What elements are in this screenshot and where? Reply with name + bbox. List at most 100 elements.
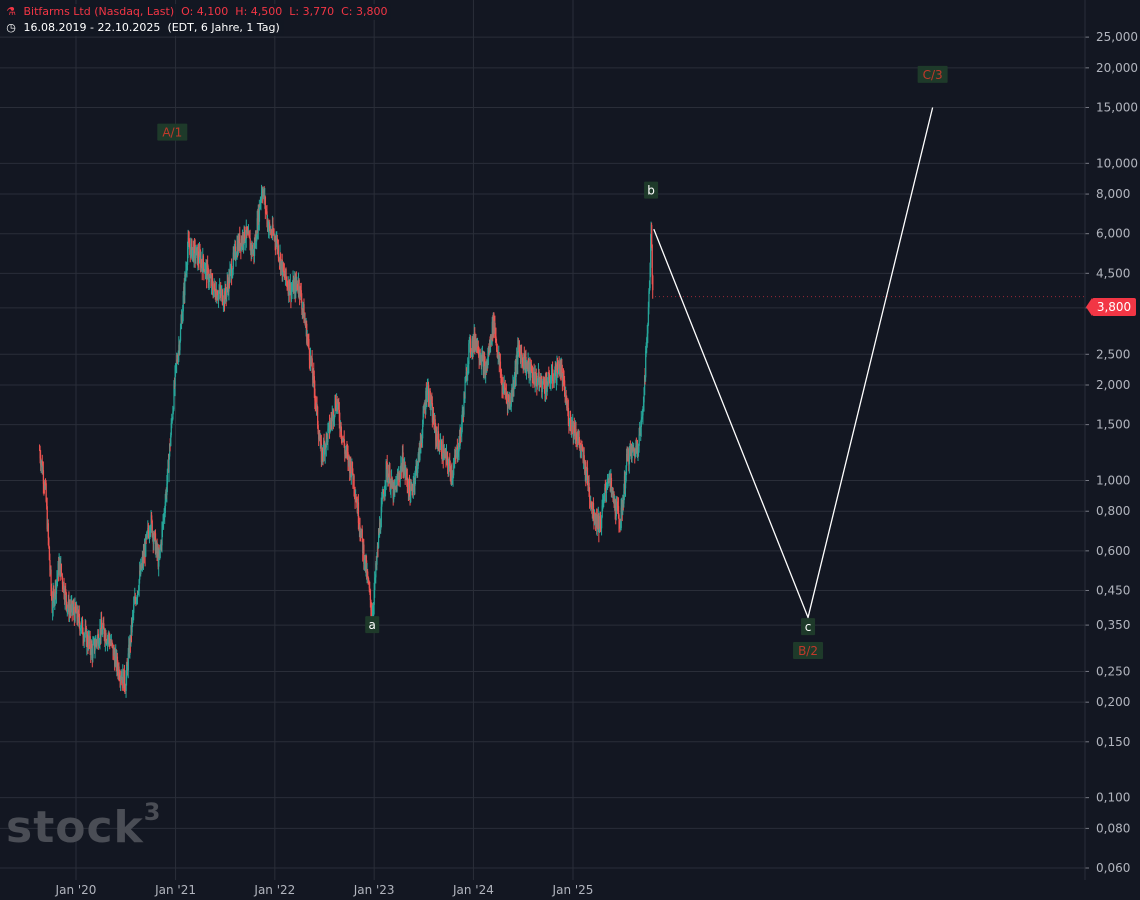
candle-body <box>374 577 376 591</box>
candle-body <box>170 422 172 436</box>
candle-body <box>638 434 640 446</box>
y-tick-label: 0,150 <box>1096 735 1130 749</box>
candle-body <box>298 279 300 292</box>
logo-text: stock <box>6 802 144 853</box>
candles-icon: ⚗ <box>6 5 16 18</box>
candle-body <box>634 450 636 457</box>
candle-body <box>469 338 472 352</box>
candle-body <box>598 529 601 533</box>
candle-body <box>47 523 49 539</box>
candle-body <box>89 636 91 650</box>
candle-body <box>558 361 560 365</box>
candle-body <box>308 348 311 361</box>
candle-body <box>133 601 135 605</box>
wave-label-c: c <box>805 620 812 634</box>
candle-body <box>517 345 519 365</box>
y-tick-label: 0,350 <box>1096 618 1130 632</box>
candle-body <box>323 441 325 456</box>
candle-body <box>336 399 338 408</box>
x-tick-label: Jan '21 <box>154 883 196 897</box>
candle-body <box>343 439 345 447</box>
logo-sup: 3 <box>143 798 162 826</box>
candle-body <box>308 338 310 349</box>
candle-body <box>547 372 549 386</box>
candle-body <box>118 666 120 678</box>
candle-body <box>173 384 175 410</box>
candle-body <box>48 546 51 561</box>
candle-body <box>316 404 318 407</box>
high-value: H: 4,500 <box>235 5 283 18</box>
candle-body <box>382 491 384 497</box>
candle-body <box>264 197 267 210</box>
candle-body <box>463 393 465 415</box>
candle-body <box>618 514 620 524</box>
candle-body <box>534 372 536 386</box>
candle-body <box>414 468 417 479</box>
x-tick-label: Jan '25 <box>552 883 594 897</box>
candle-body <box>187 237 189 250</box>
candle-body <box>90 643 92 655</box>
y-tick-label: 0,080 <box>1096 821 1130 835</box>
candle-body <box>138 579 140 591</box>
candle-body <box>66 602 68 611</box>
candle-body <box>586 467 589 481</box>
candle-body <box>55 581 58 594</box>
candle-body <box>45 483 47 501</box>
candle-body <box>126 664 128 677</box>
candle-body <box>496 342 498 345</box>
candle-body <box>353 475 355 490</box>
candle-body <box>317 406 319 425</box>
candle-body <box>327 428 329 443</box>
candle-body <box>633 448 635 454</box>
candle-body <box>510 396 512 407</box>
candle-body <box>42 470 45 484</box>
candle-body <box>179 340 181 351</box>
candle-body <box>583 455 585 462</box>
candle-body <box>620 507 622 528</box>
candle-body <box>401 463 403 472</box>
candle-body <box>78 613 80 623</box>
candle-body <box>164 501 166 514</box>
symbol-name[interactable]: Bitfarms Ltd (Nasdaq, Last) <box>23 5 175 18</box>
symbol-info-bar: ⚗ Bitfarms Ltd (Nasdaq, Last) O: 4,100 H… <box>4 4 392 20</box>
y-tick-label: 0,200 <box>1096 695 1130 709</box>
candle-body <box>65 589 67 593</box>
y-tick-label: 1,500 <box>1096 418 1130 432</box>
candle-body <box>184 274 186 296</box>
candle-body <box>570 414 572 426</box>
candle-body <box>49 560 51 571</box>
candle-body <box>239 234 241 249</box>
candle-body <box>317 424 319 433</box>
candle-body <box>357 502 360 523</box>
candle-body <box>166 468 169 484</box>
candle-body <box>650 242 652 268</box>
candle-body <box>449 465 452 475</box>
y-tick-label: 0,800 <box>1096 504 1130 518</box>
y-tick-label: 20,000 <box>1096 61 1138 75</box>
candle-body <box>543 384 546 392</box>
candle-body <box>468 343 470 365</box>
candle-body <box>202 255 205 265</box>
wave-label-c-3: C/3 <box>923 68 943 82</box>
candle-body <box>65 592 67 603</box>
candle-body <box>258 204 261 222</box>
candle-body <box>410 486 412 503</box>
candle-body <box>649 267 651 289</box>
candle-body <box>277 245 280 259</box>
y-tick-label: 0,450 <box>1096 583 1130 597</box>
candle-body <box>111 643 114 645</box>
candle-body <box>494 322 496 334</box>
candle-body <box>429 390 431 407</box>
candle-body <box>94 646 96 651</box>
candle-body <box>133 604 135 613</box>
candle-body <box>50 569 52 588</box>
close-value: C: 3,800 <box>341 5 388 18</box>
candle-body <box>380 527 382 530</box>
candle-body <box>642 406 644 416</box>
candle-body <box>442 444 444 460</box>
candle-body <box>136 591 139 598</box>
candle-body <box>182 295 184 312</box>
candle-body <box>651 244 653 276</box>
